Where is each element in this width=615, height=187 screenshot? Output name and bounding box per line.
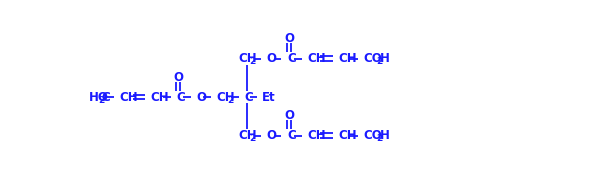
Text: CH: CH — [151, 91, 169, 104]
Text: CH: CH — [239, 129, 258, 142]
Text: 2: 2 — [250, 57, 256, 66]
Text: C: C — [287, 52, 296, 65]
Text: CH: CH — [216, 91, 235, 104]
Text: CO: CO — [363, 52, 383, 65]
Text: HO: HO — [89, 91, 108, 104]
Text: 2: 2 — [376, 57, 383, 66]
Text: C: C — [287, 129, 296, 142]
Text: O: O — [284, 109, 294, 122]
Text: 2: 2 — [98, 96, 104, 105]
Text: H: H — [380, 129, 390, 142]
Text: O: O — [284, 32, 294, 45]
Text: C: C — [101, 91, 111, 104]
Text: O: O — [267, 52, 277, 65]
Text: O: O — [173, 71, 183, 84]
Text: H: H — [380, 52, 390, 65]
Text: CH: CH — [119, 91, 138, 104]
Text: C: C — [176, 91, 185, 104]
Text: O: O — [196, 91, 206, 104]
Text: CH: CH — [307, 129, 326, 142]
Text: 2: 2 — [376, 134, 383, 143]
Text: CH: CH — [239, 52, 258, 65]
Text: O: O — [267, 129, 277, 142]
Text: CH: CH — [338, 52, 357, 65]
Text: CO: CO — [363, 129, 383, 142]
Text: CH: CH — [307, 52, 326, 65]
Text: 2: 2 — [227, 96, 234, 105]
Text: C: C — [244, 91, 253, 104]
Text: CH: CH — [338, 129, 357, 142]
Text: Et: Et — [262, 91, 276, 104]
Text: 2: 2 — [250, 134, 256, 143]
